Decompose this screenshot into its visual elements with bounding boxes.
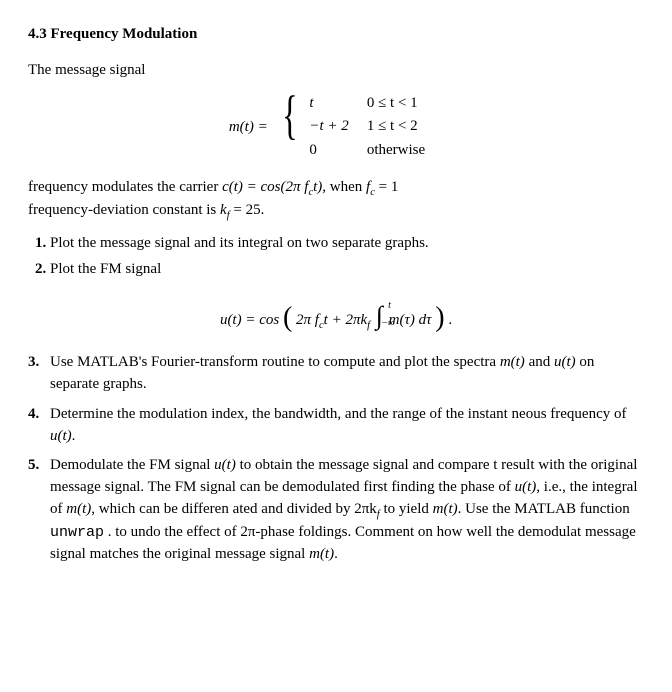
section-number: 4.3 [28, 26, 47, 42]
case-cond: 1 ≤ t < 2 [367, 115, 443, 139]
carrier-paragraph: frequency modulates the carrier c(t) = c… [28, 177, 644, 223]
item-number: 3. [28, 352, 50, 396]
piecewise-lhs: m(t) = [229, 119, 268, 135]
piecewise-cases: t 0 ≤ t < 1 −t + 2 1 ≤ t < 2 0 otherwise [309, 92, 443, 163]
inner-task-list: Plot the message signal and its integral… [28, 233, 644, 281]
big-paren-close: ) [435, 302, 444, 333]
outer-task-list: 3. Use MATLAB's Fourier-transform routin… [28, 352, 644, 565]
item-number: 5. [28, 455, 50, 565]
section-heading: 4.3 Frequency Modulation [28, 24, 644, 46]
list-item: Plot the FM signal [50, 259, 644, 281]
left-brace: { [283, 88, 299, 163]
case-cond: otherwise [367, 139, 443, 163]
case-expr: −t + 2 [309, 115, 366, 139]
carrier-text: frequency modulates the carrier [28, 179, 222, 195]
case-cond: 0 ≤ t < 1 [367, 92, 443, 116]
intro-text: The message signal [28, 60, 644, 82]
case-expr: 0 [309, 139, 366, 163]
item-text: Determine the modulation index, the band… [50, 404, 644, 448]
list-item: Plot the message signal and its integral… [50, 233, 644, 255]
item-number: 4. [28, 404, 50, 448]
item-text: Use MATLAB's Fourier-transform routine t… [50, 352, 644, 396]
list-item: 3. Use MATLAB's Fourier-transform routin… [28, 352, 644, 396]
piecewise-equation: m(t) = { t 0 ≤ t < 1 −t + 2 1 ≤ t < 2 0 … [28, 92, 644, 163]
case-expr: t [309, 92, 366, 116]
big-paren-open: ( [283, 302, 292, 333]
ut-equation: u(t) = cos ( 2π fct + 2πkf ∫t−∞ m(τ) dτ … [28, 297, 644, 335]
item-text: Demodulate the FM signal u(t) to obtain … [50, 455, 644, 565]
list-item: 4. Determine the modulation index, the b… [28, 404, 644, 448]
list-item: 5. Demodulate the FM signal u(t) to obta… [28, 455, 644, 565]
section-title: Frequency Modulation [51, 26, 198, 42]
integral-symbol: ∫t−∞ [376, 301, 383, 330]
